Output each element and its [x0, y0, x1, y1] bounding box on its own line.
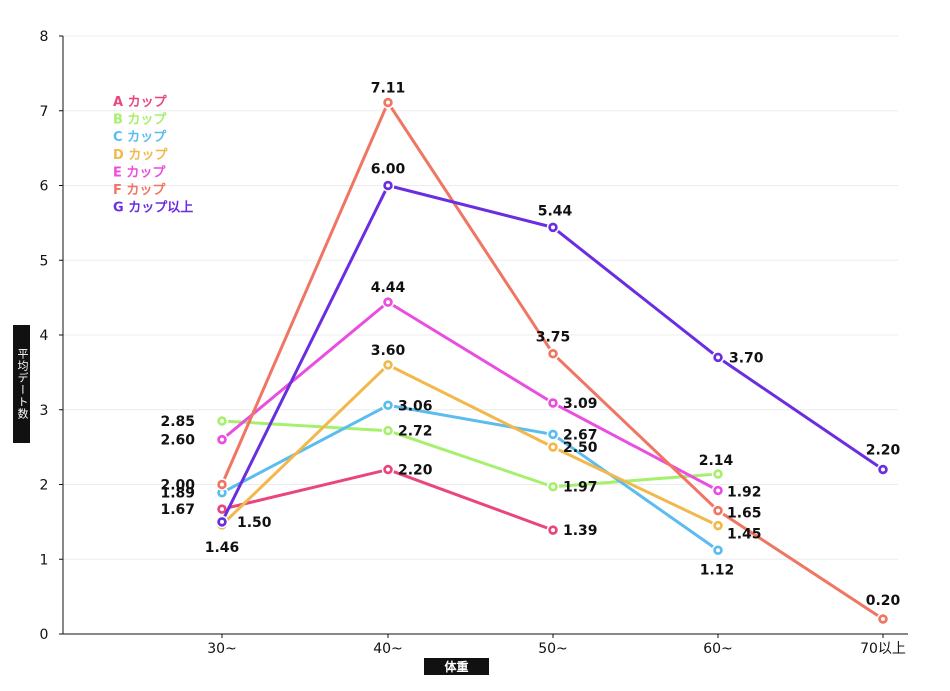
series-line — [220, 101, 884, 621]
data-point-center — [220, 490, 224, 495]
data-point-center — [551, 432, 555, 437]
data-point-center — [551, 351, 555, 356]
data-point-center — [220, 437, 224, 442]
data-label: 1.46 — [205, 540, 240, 556]
data-point-center — [386, 467, 390, 472]
legend: A カップ B カップ C カップ D カップ E カップ F カップ G カップ以上 — [113, 95, 193, 216]
y-tick-label: 4 — [40, 328, 49, 344]
y-tick-label: 8 — [40, 29, 49, 45]
y-tick-label: 0 — [40, 627, 49, 643]
data-point-center — [551, 401, 555, 406]
y-tick-label: 2 — [40, 478, 49, 494]
data-point-center — [386, 403, 390, 408]
data-point-center — [220, 482, 224, 487]
data-label: 2.67 — [563, 427, 598, 443]
series-line — [221, 419, 719, 489]
y-tick-label: 7 — [40, 104, 49, 120]
data-label: 2.20 — [866, 443, 901, 459]
data-label: 3.60 — [371, 343, 406, 359]
data-label: 1.12 — [700, 562, 735, 578]
data-point-center — [386, 428, 390, 433]
series-line — [221, 300, 719, 492]
series-lines — [215, 96, 890, 626]
data-label: 7.11 — [371, 81, 406, 97]
data-label: 1.97 — [563, 480, 598, 496]
x-tick-label: 60~ — [703, 641, 733, 657]
y-tick-label: 6 — [40, 179, 49, 195]
data-label: 1.65 — [727, 506, 762, 522]
data-label: 3.09 — [563, 396, 598, 412]
x-axis-title: 体重 — [424, 658, 489, 675]
y-axis-title: 平均デート数 — [13, 325, 30, 443]
data-point-center — [716, 472, 720, 477]
y-tick-label: 1 — [40, 552, 49, 568]
legend-item: C カップ — [113, 130, 167, 145]
data-label: 2.14 — [699, 453, 734, 469]
series-line — [221, 403, 719, 552]
x-tick-label: 50~ — [538, 641, 568, 657]
data-label: 0.20 — [866, 593, 901, 609]
data-label: 1.89 — [160, 486, 195, 502]
data-point-center — [551, 484, 555, 489]
data-label: 1.92 — [727, 484, 762, 500]
data-point-center — [551, 445, 555, 450]
legend-item: E カップ — [113, 165, 166, 180]
data-label: 3.70 — [729, 350, 764, 366]
data-label: 1.45 — [727, 527, 762, 543]
data-point-center — [386, 300, 390, 305]
data-point-center — [716, 488, 720, 493]
data-point-center — [220, 507, 224, 512]
data-label: 2.60 — [160, 433, 195, 449]
data-label: 1.39 — [563, 523, 598, 539]
legend-item: D カップ — [113, 148, 168, 163]
data-point-center — [386, 362, 390, 367]
data-point-center — [551, 225, 555, 230]
x-tick-label: 30~ — [207, 641, 237, 657]
x-tick-label: 40~ — [373, 641, 403, 657]
legend-item: F カップ — [113, 183, 166, 198]
data-label: 2.85 — [160, 414, 195, 430]
data-label: 2.50 — [563, 440, 598, 456]
data-label: 1.67 — [160, 502, 195, 518]
data-point-center — [386, 100, 390, 105]
series-line — [220, 363, 719, 527]
data-label: 1.50 — [237, 515, 272, 531]
data-point-center — [220, 519, 224, 524]
legend-item: A カップ — [113, 95, 168, 110]
data-point-center — [716, 508, 720, 513]
data-point-center — [220, 418, 224, 423]
data-label: 2.00 — [160, 478, 195, 494]
data-label: 4.44 — [371, 280, 406, 296]
data-labels: 1.67 2.20 1.39 2.85 2.72 1.97 2.14 1.89 3.06 2.67… — [160, 81, 900, 610]
data-point-center — [881, 467, 885, 472]
data-point-center — [386, 183, 390, 188]
data-label: 6.00 — [371, 162, 406, 178]
data-label: 5.44 — [538, 203, 573, 219]
data-label: 2.20 — [398, 463, 433, 479]
y-tick-label: 5 — [40, 253, 49, 269]
axes: 0 1 2 3 4 5 6 7 8 30~ 40~ 50~ 60~ 70以上 — [40, 29, 908, 657]
legend-item: G カップ以上 — [113, 201, 193, 216]
data-point-center — [716, 355, 720, 360]
legend-item: B カップ — [113, 113, 167, 128]
x-tick-label: 70以上 — [860, 641, 906, 657]
data-point-center — [881, 617, 885, 622]
data-label: 3.75 — [536, 330, 571, 346]
data-point-center — [716, 523, 720, 528]
data-label: 2.72 — [398, 424, 433, 440]
data-point-center — [716, 548, 720, 553]
data-label: 3.06 — [398, 398, 433, 414]
y-tick-label: 3 — [40, 403, 49, 419]
data-point-center — [551, 528, 555, 533]
